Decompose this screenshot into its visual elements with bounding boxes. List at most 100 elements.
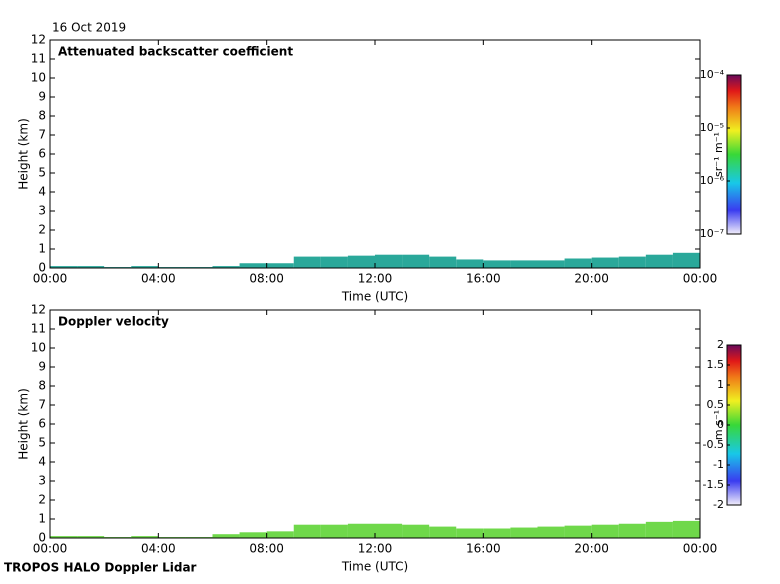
x-tick-label: 20:00 [574, 272, 609, 286]
y-tick-label: 0 [38, 531, 46, 545]
y-tick-label: 9 [38, 90, 46, 104]
signal-column [456, 528, 484, 538]
colorbar-tick-label: 10⁻⁷ [700, 227, 724, 240]
y-tick-label: 9 [38, 360, 46, 374]
signal-column [618, 256, 646, 268]
x-tick-label: 00:00 [683, 542, 718, 556]
y-tick-label: 4 [38, 185, 46, 199]
signal-column [293, 524, 321, 538]
signal-column [375, 523, 403, 538]
colorbar-tick-label: 10⁻⁶ [700, 174, 725, 187]
x-tick-label: 00:00 [683, 272, 718, 286]
signal-column [320, 524, 348, 538]
y-tick-label: 0 [38, 261, 46, 275]
y-tick-label: 7 [38, 128, 46, 142]
signal-column [591, 257, 619, 268]
panel-title: Attenuated backscatter coefficient [58, 45, 293, 59]
colorbar-tick-label: 1.5 [707, 358, 725, 371]
colorbar [726, 74, 742, 235]
colorbar-tick-label: -2 [713, 498, 724, 511]
y-tick-label: 12 [31, 33, 46, 47]
colorbar-label: sr⁻¹ m⁻¹ [712, 132, 725, 177]
signal-column [50, 536, 78, 538]
colorbar-label: m s⁻¹ [712, 410, 725, 440]
signal-column [77, 266, 105, 268]
signal-column [483, 528, 511, 538]
y-tick-label: 12 [31, 303, 46, 317]
colorbar-tick-label: 10⁻⁵ [700, 121, 724, 134]
footer: TROPOS HALO Doppler Lidar [4, 561, 197, 575]
signal-column [320, 256, 348, 268]
y-tick-label: 1 [38, 512, 46, 526]
colorbar-tick-label: 0 [717, 418, 724, 431]
y-tick-label: 4 [38, 455, 46, 469]
y-tick-label: 8 [38, 109, 46, 123]
signal-column [429, 256, 457, 268]
x-tick-label: 04:00 [141, 542, 176, 556]
signal-column [266, 531, 294, 538]
signal-column [131, 266, 159, 268]
y-tick-label: 7 [38, 398, 46, 412]
signal-column [537, 526, 565, 538]
y-tick-label: 5 [38, 436, 46, 450]
signal-column [77, 536, 105, 538]
signal-column [375, 254, 403, 268]
signal-column [402, 254, 430, 268]
signal-column [212, 266, 240, 268]
x-tick-label: 12:00 [358, 272, 393, 286]
colorbar-tick-label: 10⁻⁴ [700, 68, 725, 81]
x-axis-label: Time (UTC) [341, 560, 408, 574]
y-tick-label: 6 [38, 417, 46, 431]
y-tick-label: 11 [31, 322, 46, 336]
colorbar-tick-label: 0.5 [707, 398, 725, 411]
y-tick-label: 6 [38, 147, 46, 161]
signal-column [293, 256, 321, 268]
signal-column [50, 266, 78, 268]
signal-column [564, 525, 592, 538]
signal-column [402, 524, 430, 538]
y-axis-label: Height (km) [17, 118, 31, 189]
colorbar-tick-label: 1 [717, 378, 724, 391]
signal-column [239, 263, 267, 268]
x-tick-label: 04:00 [141, 272, 176, 286]
y-tick-label: 1 [38, 242, 46, 256]
signal-column [131, 536, 159, 538]
y-tick-label: 2 [38, 493, 46, 507]
signal-column [456, 259, 484, 268]
y-tick-label: 5 [38, 166, 46, 180]
x-tick-label: 00:00 [33, 272, 68, 286]
y-tick-label: 8 [38, 379, 46, 393]
signal-column [672, 252, 700, 268]
signal-column [510, 260, 538, 268]
y-tick-label: 3 [38, 474, 46, 488]
y-axis-label: Height (km) [17, 388, 31, 459]
plot-frame [49, 39, 701, 269]
y-tick-label: 11 [31, 52, 46, 66]
signal-column [645, 521, 673, 538]
y-tick-label: 2 [38, 223, 46, 237]
x-tick-label: 08:00 [249, 272, 284, 286]
date: 16 Oct 2019 [52, 21, 126, 35]
signal-column [591, 524, 619, 538]
x-tick-label: 16:00 [466, 272, 501, 286]
y-tick-label: 10 [31, 341, 46, 355]
colorbar-tick-label: -1.5 [703, 478, 724, 491]
signal-column [672, 520, 700, 538]
colorbar-tick-label: 2 [717, 338, 724, 351]
signal-column [645, 254, 673, 268]
x-tick-label: 20:00 [574, 542, 609, 556]
signal-column [618, 523, 646, 538]
signal-column [347, 255, 375, 268]
panel-title: Doppler velocity [58, 315, 169, 329]
signal-column [239, 532, 267, 538]
signal-column [564, 258, 592, 268]
signal-column [537, 260, 565, 268]
signal-column [266, 263, 294, 268]
x-axis-label: Time (UTC) [341, 290, 408, 304]
y-tick-label: 3 [38, 204, 46, 218]
x-tick-label: 12:00 [358, 542, 393, 556]
colorbar-tick-label: -1 [713, 458, 724, 471]
signal-column [483, 260, 511, 268]
plot-frame [49, 309, 701, 539]
